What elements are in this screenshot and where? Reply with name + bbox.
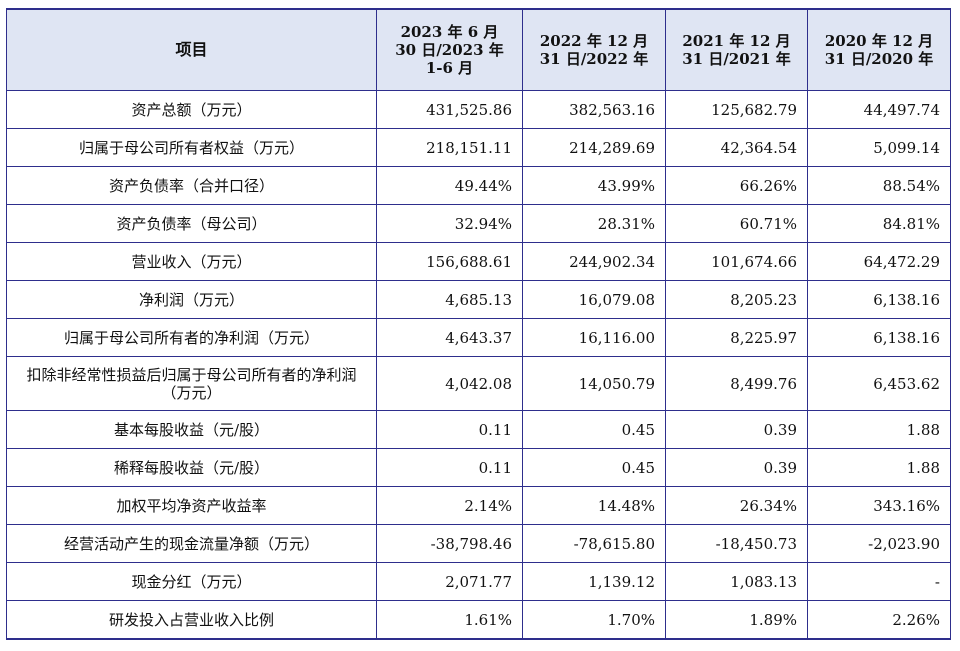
table-row: 扣除非经常性损益后归属于母公司所有者的净利润（万元） 4,042.08 14,0… (6, 356, 951, 411)
table-row: 稀释每股收益（元/股） 0.11 0.45 0.39 1.88 (6, 448, 951, 487)
row-label: 资产总额（万元） (6, 90, 377, 129)
cell-value: 156,688.61 (376, 242, 523, 281)
cell-value: 8,499.76 (665, 356, 808, 411)
row-label: 稀释每股收益（元/股） (6, 448, 377, 487)
table-row: 经营活动产生的现金流量净额（万元） -38,798.46 -78,615.80 … (6, 524, 951, 563)
cell-value: 1.61% (376, 600, 523, 640)
cell-value: 0.45 (522, 410, 666, 449)
row-label: 净利润（万元） (6, 280, 377, 319)
cell-value: 1.88 (807, 448, 951, 487)
table-row: 资产负债率（合并口径） 49.44% 43.99% 66.26% 88.54% (6, 166, 951, 205)
table-row: 归属于母公司所有者的净利润（万元） 4,643.37 16,116.00 8,2… (6, 318, 951, 357)
table-row: 研发投入占营业收入比例 1.61% 1.70% 1.89% 2.26% (6, 600, 951, 640)
cell-value: 2,071.77 (376, 562, 523, 601)
cell-value: 28.31% (522, 204, 666, 243)
row-label: 扣除非经常性损益后归属于母公司所有者的净利润（万元） (6, 356, 377, 411)
cell-value: 1.88 (807, 410, 951, 449)
cell-value: 431,525.86 (376, 90, 523, 129)
financial-data-table: 项目 2023 年 6 月 30 日/2023 年 1-6 月 2022 年 1… (6, 8, 951, 640)
cell-value: 4,042.08 (376, 356, 523, 411)
table-row: 营业收入（万元） 156,688.61 244,902.34 101,674.6… (6, 242, 951, 281)
cell-value: 2.14% (376, 486, 523, 525)
cell-value: 6,138.16 (807, 280, 951, 319)
table-row: 资产负债率（母公司） 32.94% 28.31% 60.71% 84.81% (6, 204, 951, 243)
cell-value: 244,902.34 (522, 242, 666, 281)
table-row: 加权平均净资产收益率 2.14% 14.48% 26.34% 343.16% (6, 486, 951, 525)
cell-value: 64,472.29 (807, 242, 951, 281)
cell-value: 1,083.13 (665, 562, 808, 601)
row-label: 归属于母公司所有者权益（万元） (6, 128, 377, 167)
column-header-2021: 2021 年 12 月 31 日/2021 年 (665, 8, 808, 91)
cell-value: 214,289.69 (522, 128, 666, 167)
row-label: 现金分红（万元） (6, 562, 377, 601)
cell-value: 125,682.79 (665, 90, 808, 129)
cell-value: 8,205.23 (665, 280, 808, 319)
table-row: 基本每股收益（元/股） 0.11 0.45 0.39 1.88 (6, 410, 951, 449)
table-header-row: 项目 2023 年 6 月 30 日/2023 年 1-6 月 2022 年 1… (6, 8, 951, 91)
cell-value: 6,453.62 (807, 356, 951, 411)
cell-value: 0.39 (665, 448, 808, 487)
cell-value: -2,023.90 (807, 524, 951, 563)
cell-value: 4,685.13 (376, 280, 523, 319)
column-header-2023h1: 2023 年 6 月 30 日/2023 年 1-6 月 (376, 8, 523, 91)
cell-value: 84.81% (807, 204, 951, 243)
cell-value: 0.11 (376, 410, 523, 449)
row-label: 基本每股收益（元/股） (6, 410, 377, 449)
cell-value: 14.48% (522, 486, 666, 525)
cell-value: 60.71% (665, 204, 808, 243)
cell-value: 1.70% (522, 600, 666, 640)
cell-value: 5,099.14 (807, 128, 951, 167)
cell-value: 88.54% (807, 166, 951, 205)
table-row: 现金分红（万元） 2,071.77 1,139.12 1,083.13 - (6, 562, 951, 601)
cell-value: -38,798.46 (376, 524, 523, 563)
cell-value: 44,497.74 (807, 90, 951, 129)
table-row: 归属于母公司所有者权益（万元） 218,151.11 214,289.69 42… (6, 128, 951, 167)
row-label: 营业收入（万元） (6, 242, 377, 281)
cell-value: 32.94% (376, 204, 523, 243)
cell-value: 2.26% (807, 600, 951, 640)
financial-table-container: 项目 2023 年 6 月 30 日/2023 年 1-6 月 2022 年 1… (6, 8, 951, 640)
cell-value: 16,079.08 (522, 280, 666, 319)
row-label: 加权平均净资产收益率 (6, 486, 377, 525)
cell-value: 43.99% (522, 166, 666, 205)
cell-value: 0.45 (522, 448, 666, 487)
cell-value: 66.26% (665, 166, 808, 205)
cell-value: 16,116.00 (522, 318, 666, 357)
cell-value: 26.34% (665, 486, 808, 525)
table-row: 资产总额（万元） 431,525.86 382,563.16 125,682.7… (6, 90, 951, 129)
row-label: 归属于母公司所有者的净利润（万元） (6, 318, 377, 357)
cell-value: 6,138.16 (807, 318, 951, 357)
cell-value: 1,139.12 (522, 562, 666, 601)
cell-value: 42,364.54 (665, 128, 808, 167)
cell-value: 343.16% (807, 486, 951, 525)
table-row: 净利润（万元） 4,685.13 16,079.08 8,205.23 6,13… (6, 280, 951, 319)
row-label: 研发投入占营业收入比例 (6, 600, 377, 640)
cell-value: - (807, 562, 951, 601)
column-header-item: 项目 (6, 8, 377, 91)
cell-value: 8,225.97 (665, 318, 808, 357)
cell-value: 101,674.66 (665, 242, 808, 281)
row-label: 资产负债率（母公司） (6, 204, 377, 243)
cell-value: 14,050.79 (522, 356, 666, 411)
column-header-2022: 2022 年 12 月 31 日/2022 年 (522, 8, 666, 91)
cell-value: -78,615.80 (522, 524, 666, 563)
cell-value: -18,450.73 (665, 524, 808, 563)
cell-value: 0.11 (376, 448, 523, 487)
cell-value: 382,563.16 (522, 90, 666, 129)
row-label: 经营活动产生的现金流量净额（万元） (6, 524, 377, 563)
cell-value: 0.39 (665, 410, 808, 449)
column-header-2020: 2020 年 12 月 31 日/2020 年 (807, 8, 951, 91)
row-label: 资产负债率（合并口径） (6, 166, 377, 205)
cell-value: 4,643.37 (376, 318, 523, 357)
cell-value: 1.89% (665, 600, 808, 640)
cell-value: 218,151.11 (376, 128, 523, 167)
cell-value: 49.44% (376, 166, 523, 205)
